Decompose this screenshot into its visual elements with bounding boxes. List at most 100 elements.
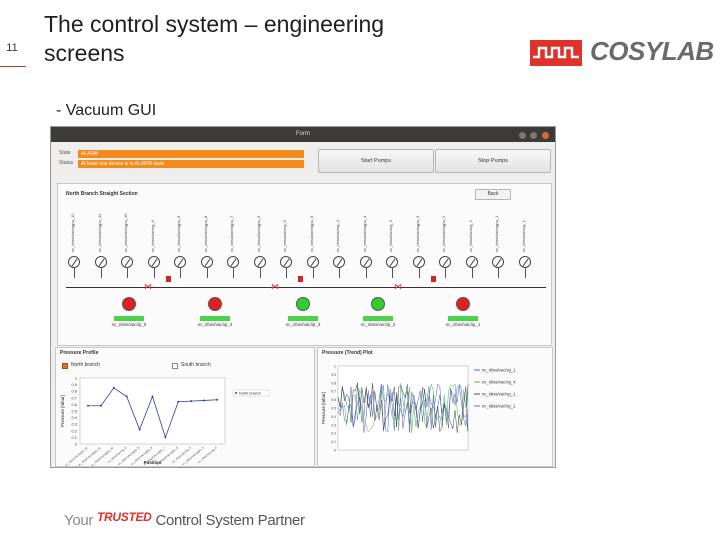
vacuum-gauge-icon[interactable] — [439, 256, 451, 268]
y-axis-label: Pressure [mbar] — [60, 395, 65, 427]
stop-pumps-button[interactable]: Stop Pumps — [435, 149, 551, 173]
vacuum-gauge-icon[interactable] — [386, 256, 398, 268]
maximize-icon[interactable] — [530, 132, 538, 139]
pump-name-label: nc_nbss/vac/ip_1 — [445, 322, 481, 327]
y-tick-label: 0.6 — [331, 398, 336, 402]
ion-pump-icon[interactable] — [208, 297, 222, 311]
gauge-label: vc_nbss/vac/vgpu_3 — [414, 215, 420, 252]
gauge-label: vc_nbss/vac/vgpu_12 — [70, 213, 75, 252]
valve-marker-icon — [165, 276, 171, 282]
ion-pump-icon[interactable] — [122, 297, 136, 311]
gauge-label: vc_nbss/vac/vg_4 — [335, 220, 340, 252]
data-point — [151, 395, 154, 398]
vacuum-gauge-icon[interactable] — [68, 256, 80, 268]
back-button[interactable]: Back — [475, 189, 511, 200]
north-branch-checkbox[interactable] — [62, 363, 68, 369]
data-point — [87, 404, 89, 407]
y-tick-label: 0.5 — [331, 407, 336, 411]
gauge-stem — [153, 268, 155, 278]
pulse-logo-icon — [530, 40, 582, 66]
pressure-trend-title: Pressure (Trend) Plot — [322, 350, 373, 356]
data-point — [164, 436, 167, 439]
vacuum-gauge-icon[interactable] — [518, 256, 531, 268]
vacuum-gauge-icon[interactable] — [412, 256, 425, 268]
vacuum-gauge-icon[interactable] — [333, 256, 345, 268]
vacuum-gauge-icon[interactable] — [492, 256, 504, 268]
legend-box — [232, 389, 270, 397]
y-tick-label: 0.2 — [71, 428, 77, 433]
bullet-text: - Vacuum GUI — [56, 102, 157, 119]
y-tick-label: 0 — [334, 449, 336, 453]
gauge-label: vc_nbss/vac/vg_3 — [388, 220, 393, 252]
y-tick-label: 0.3 — [71, 422, 77, 427]
y-tick-label: 0.4 — [331, 415, 336, 419]
pump-status-badge — [200, 316, 230, 321]
y-tick-label: 1 — [334, 365, 336, 369]
gauge-stem — [259, 268, 261, 278]
section-title: North Branch Straight Section — [66, 191, 138, 197]
pump-status-badge — [114, 316, 144, 321]
vacuum-gauge-icon[interactable] — [359, 256, 372, 268]
y-tick-label: 0.3 — [331, 423, 336, 427]
gauge-stem — [498, 268, 499, 278]
window-title: Form — [296, 131, 310, 137]
y-tick-label: 0.1 — [71, 435, 77, 440]
y-tick-label: 0.2 — [331, 432, 336, 436]
y-tick-label: 0.5 — [71, 409, 77, 414]
data-point — [138, 428, 141, 431]
y-tick-label: 0 — [75, 442, 78, 447]
gate-valve-icon[interactable]: ⋈ — [144, 282, 152, 291]
pressure-trend-panel: Pressure (Trend) Plot 1 0.9 0.8 0.7 0.6 0.5 0.… — [317, 347, 553, 467]
y-tick-label: 0.6 — [71, 402, 77, 407]
slide-title-line1: The control system – engineering — [44, 11, 385, 37]
cosylab-logo: COSYLAB — [530, 36, 714, 68]
gauge-label: vc_nbss/vac/vgpu_11 — [96, 213, 102, 252]
vacuum-gauge-icon[interactable] — [280, 256, 292, 268]
minimize-icon[interactable] — [518, 132, 526, 139]
gate-valve-icon[interactable]: ⋈ — [394, 282, 402, 291]
data-point — [125, 395, 128, 398]
section-panel: North Branch Straight Section Back vc_nb… — [57, 183, 552, 346]
start-pumps-button[interactable]: Start Pumps — [318, 149, 434, 173]
vacuum-gauge-icon[interactable] — [253, 256, 266, 268]
window-titlebar: Form — [51, 127, 555, 142]
gauge-stem — [365, 268, 367, 278]
close-icon[interactable] — [542, 132, 549, 139]
data-point — [190, 400, 193, 403]
gate-valve-icon[interactable]: ⋈ — [271, 282, 279, 291]
south-branch-checkbox[interactable] — [172, 363, 178, 369]
vacuum-gauge-icon[interactable] — [306, 256, 319, 268]
gauge-label: vc_nbss/vac/vg_6 — [149, 220, 155, 252]
ion-pump-icon[interactable] — [371, 297, 385, 311]
gauge-stem — [392, 268, 393, 278]
gauge-label: vc_nbss/vac/vgpu_9 — [176, 215, 181, 252]
plot-area — [337, 365, 469, 451]
data-point — [216, 398, 218, 401]
vacuum-gauge-icon[interactable] — [121, 256, 133, 268]
legend-label: nc_nbss/vac/vg_4 — [482, 380, 516, 385]
vacuum-gauge-icon[interactable] — [200, 256, 213, 268]
gauge-label: vc_nbss/vac/vg_2 — [467, 220, 473, 252]
vacuum-gauge-icon[interactable] — [174, 256, 186, 268]
pump-name-label: nc_nbss/vac/ip_5 — [111, 322, 147, 327]
vacuum-gauge-icon[interactable] — [465, 256, 478, 268]
gauge-stem — [524, 268, 526, 278]
trend-line — [337, 383, 469, 433]
legend-label: nc_nbss/vac/vg_1 — [482, 368, 516, 373]
vacuum-gauge-icon[interactable] — [147, 256, 160, 268]
ion-pump-icon[interactable] — [456, 297, 470, 311]
logo-text: COSYLAB — [590, 36, 714, 66]
y-tick-label: 1 — [75, 376, 78, 381]
slide-number: 11 — [6, 42, 18, 54]
y-tick-label: 0.1 — [331, 440, 336, 444]
pump-status-badge — [288, 316, 318, 321]
trend-line — [337, 383, 469, 433]
ion-pump-icon[interactable] — [296, 297, 310, 311]
pump-name-label: nc_nbss/vac/ip_3 — [285, 322, 321, 327]
gauge-stem — [206, 268, 208, 278]
legend-label: nc_sbss/vac/vg_1 — [482, 392, 516, 397]
vacuum-gauge-icon[interactable] — [94, 256, 107, 268]
gauge-stem — [127, 268, 128, 278]
vacuum-gauge-icon[interactable] — [227, 256, 239, 268]
data-point — [112, 386, 115, 389]
